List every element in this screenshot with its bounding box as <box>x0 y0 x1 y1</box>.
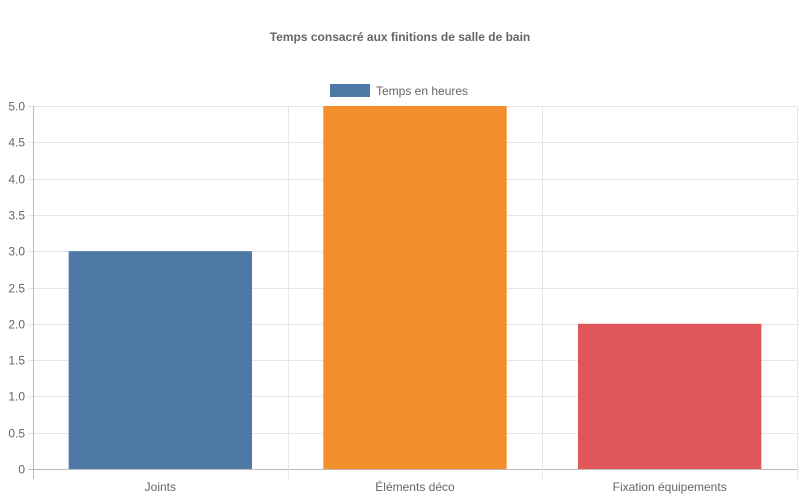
x-tick-label: Joints <box>145 480 176 494</box>
x-tick-label: Fixation équipements <box>613 480 727 494</box>
y-tick-label: 3.5 <box>8 209 25 223</box>
legend-swatch <box>330 84 370 97</box>
x-axis: Joints Éléments déco Fixation équipements <box>145 479 727 494</box>
bars <box>68 106 762 469</box>
y-tick-label: 2.5 <box>8 282 25 296</box>
bar-3 <box>577 323 762 469</box>
y-axis: 0 0.5 1.0 1.5 2.0 2.5 3.0 3.5 4.0 4.5 5.0 <box>8 100 25 477</box>
y-tick-label: 0.5 <box>8 427 25 441</box>
y-tick-label: 1.0 <box>8 390 25 404</box>
legend[interactable]: Temps en heures <box>330 84 468 98</box>
x-tick-label: Éléments déco <box>375 479 455 494</box>
y-tick-label: 1.5 <box>8 354 25 368</box>
y-tick-label: 4.0 <box>8 173 25 187</box>
chart-title: Temps consacré aux finitions de salle de… <box>270 30 531 44</box>
y-tick-label: 2.0 <box>8 318 25 332</box>
y-tick-label: 3.0 <box>8 245 25 259</box>
bar-1 <box>68 251 253 469</box>
bar-2 <box>323 106 507 469</box>
legend-label: Temps en heures <box>376 84 468 98</box>
y-tick-label: 5.0 <box>8 100 25 114</box>
y-tick-label: 0 <box>18 463 25 477</box>
y-tick-label: 4.5 <box>8 136 25 150</box>
